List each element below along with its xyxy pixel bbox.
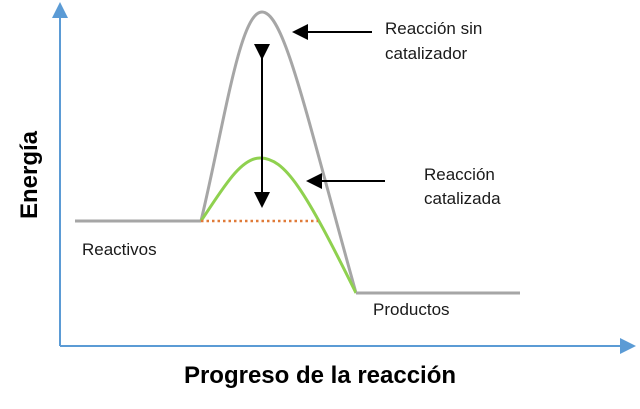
catalyzed-label-line2: catalizada bbox=[424, 189, 501, 208]
y-axis-title: Energía bbox=[16, 130, 43, 220]
products-label: Productos bbox=[373, 300, 450, 319]
uncatalyzed-curve bbox=[199, 10, 358, 294]
reactants-label: Reactivos bbox=[82, 240, 157, 259]
catalyzed-label-line1: Reacción bbox=[424, 165, 495, 184]
uncatalyzed-label-line1: Reacción sin bbox=[385, 19, 483, 38]
catalyzed-curve bbox=[199, 156, 358, 294]
uncatalyzed-label-line2: catalizador bbox=[385, 44, 468, 63]
x-axis-title: Progreso de la reacción bbox=[183, 362, 457, 389]
